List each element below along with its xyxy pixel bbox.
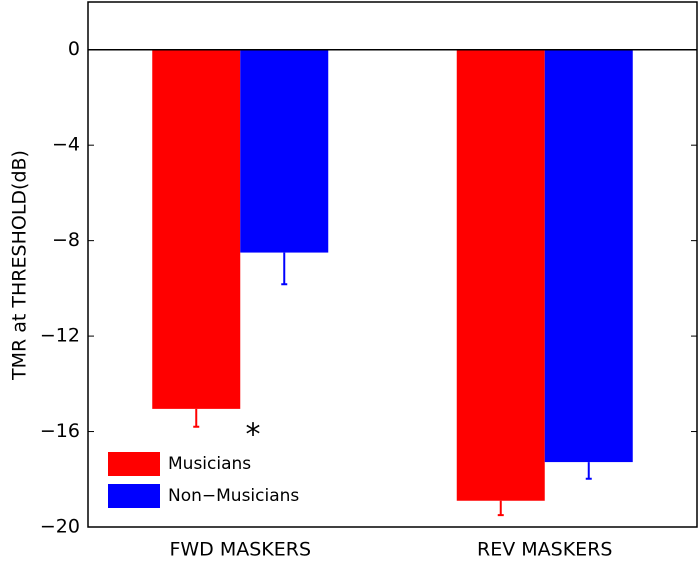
bar — [152, 49, 241, 409]
error-bar — [193, 408, 200, 428]
error-bar — [497, 500, 504, 517]
legend-label: Musicians — [168, 454, 251, 474]
y-tick-label: −12 — [40, 325, 80, 347]
bar — [240, 49, 329, 253]
annotation: * — [246, 418, 261, 453]
y-tick-label: −16 — [40, 420, 80, 442]
plot-frame — [87, 1, 698, 528]
y-tick-label: −4 — [52, 134, 80, 156]
legend-label: Non−Musicians — [168, 486, 299, 506]
y-tick-label: −20 — [40, 516, 80, 538]
legend-swatch — [108, 452, 160, 476]
bar — [456, 49, 545, 501]
legend-swatch — [108, 484, 160, 508]
error-bar — [281, 252, 288, 286]
x-tick-label: REV MASKERS — [477, 539, 612, 561]
y-tick-label: −8 — [52, 229, 80, 251]
y-axis-label: TMR at THRESHOLD(dB) — [9, 150, 31, 381]
x-tick-label: FWD MASKERS — [169, 539, 311, 561]
bar — [544, 49, 633, 463]
error-bar — [585, 462, 592, 480]
y-tick-label: 0 — [68, 38, 80, 60]
